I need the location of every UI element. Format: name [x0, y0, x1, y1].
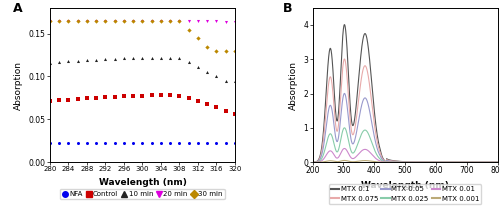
X-axis label: Wavelength (nm): Wavelength (nm) — [98, 178, 186, 187]
X-axis label: Wavelength (nm): Wavelength (nm) — [361, 181, 449, 190]
Y-axis label: Absorption: Absorption — [289, 61, 298, 109]
Legend: NFA, Control, 10 min, 20 min, 30 min: NFA, Control, 10 min, 20 min, 30 min — [60, 189, 225, 199]
Y-axis label: Absorption: Absorption — [14, 61, 24, 109]
Legend: MTX 0.1, MTX 0.075, MTX 0.05, MTX 0.025, MTX 0.01, MTX 0.001: MTX 0.1, MTX 0.075, MTX 0.05, MTX 0.025,… — [329, 184, 481, 204]
Text: B: B — [283, 2, 292, 15]
Text: A: A — [13, 2, 22, 15]
